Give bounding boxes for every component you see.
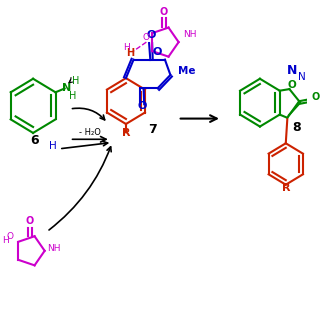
Text: O: O	[287, 79, 296, 90]
Text: O: O	[312, 92, 320, 102]
Text: R: R	[282, 183, 291, 193]
Text: O: O	[160, 7, 168, 17]
Text: 7: 7	[148, 123, 157, 136]
Text: H: H	[69, 92, 76, 101]
Text: H: H	[123, 43, 130, 52]
Text: H: H	[72, 76, 79, 85]
Text: N: N	[298, 72, 306, 82]
FancyArrowPatch shape	[62, 141, 108, 148]
Text: 8: 8	[292, 121, 301, 134]
Text: H: H	[49, 141, 57, 151]
Text: O: O	[146, 30, 156, 40]
Text: Me: Me	[178, 66, 196, 76]
Text: N: N	[287, 64, 298, 77]
FancyArrowPatch shape	[69, 77, 73, 83]
Text: O: O	[26, 216, 34, 226]
Text: O: O	[138, 101, 147, 111]
Text: H: H	[2, 236, 9, 245]
Text: 6: 6	[30, 134, 39, 147]
Text: N: N	[62, 83, 72, 92]
Text: O: O	[153, 47, 162, 57]
Text: O: O	[142, 33, 149, 42]
Text: H: H	[126, 48, 134, 58]
Text: NH: NH	[47, 244, 60, 253]
FancyArrowPatch shape	[72, 108, 105, 120]
Text: O: O	[7, 232, 14, 241]
Text: R: R	[122, 128, 131, 138]
FancyArrowPatch shape	[49, 147, 111, 230]
Text: NH: NH	[183, 30, 197, 39]
Text: - H₂O: - H₂O	[79, 128, 101, 137]
